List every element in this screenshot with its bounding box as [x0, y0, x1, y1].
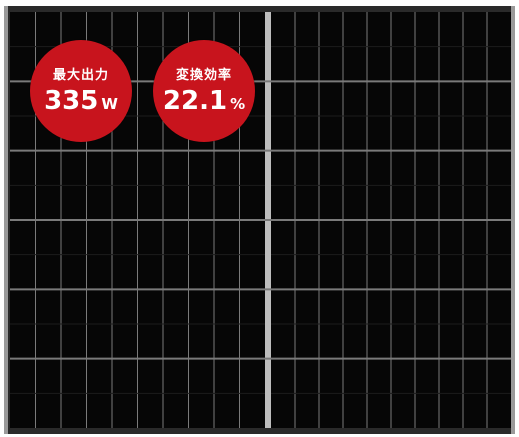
max-output-unit: W	[101, 94, 118, 113]
panel-frame-right-edge	[511, 6, 515, 434]
max-output-value-row: 335 W	[44, 88, 118, 114]
max-output-label: 最大出力	[52, 67, 109, 83]
max-output-value: 335	[44, 85, 99, 116]
efficiency-unit: %	[230, 94, 246, 113]
efficiency-label: 変換効率	[175, 67, 232, 83]
efficiency-badge: 変換効率 22.1 %	[153, 40, 255, 142]
panel-frame-left-edge	[4, 6, 8, 434]
efficiency-value-row: 22.1 %	[163, 88, 245, 114]
max-output-badge: 最大出力 335 W	[30, 40, 132, 142]
efficiency-value: 22.1	[162, 85, 228, 116]
